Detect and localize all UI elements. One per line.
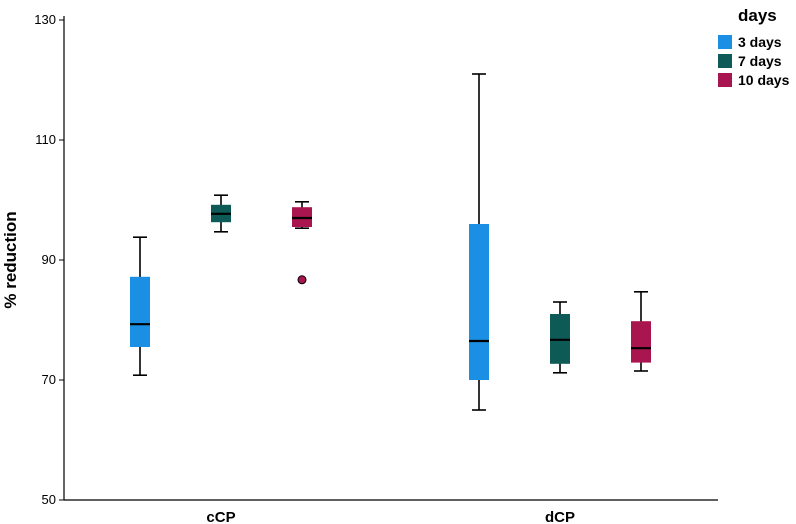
axes	[59, 16, 718, 501]
y-tick-label: 70	[42, 372, 56, 387]
x-category-label-ccp: cCP	[206, 509, 235, 524]
y-tick-label: 90	[42, 252, 56, 267]
outlier-10-days-ccp	[297, 275, 307, 285]
legend-item-10-days: 10 days	[718, 70, 789, 89]
box-3-days-ccp	[130, 276, 150, 347]
legend-item-7-days: 7 days	[718, 51, 789, 70]
y-axis-label: % reduction	[1, 211, 20, 308]
y-tick-label: 110	[35, 132, 56, 147]
box-10-days-dcp	[631, 321, 651, 363]
legend-label: 10 days	[738, 71, 790, 88]
boxes	[130, 73, 651, 411]
y-tick-label: 130	[34, 12, 56, 27]
legend-swatch	[718, 72, 732, 87]
legend: days 3 days 7 days 10 days	[718, 6, 789, 89]
box-3-days-dcp	[469, 224, 489, 380]
y-tick-label: 50	[42, 492, 56, 507]
legend-label: 7 days	[738, 52, 782, 69]
legend-label: 3 days	[738, 33, 782, 50]
legend-item-3-days: 3 days	[718, 32, 789, 51]
legend-swatch	[718, 34, 732, 49]
x-category-label-dcp: dCP	[545, 509, 575, 524]
legend-swatch	[718, 53, 732, 68]
legend-title: days	[738, 6, 777, 25]
y-tick-labels: 130 110 90 70 50	[34, 12, 56, 507]
